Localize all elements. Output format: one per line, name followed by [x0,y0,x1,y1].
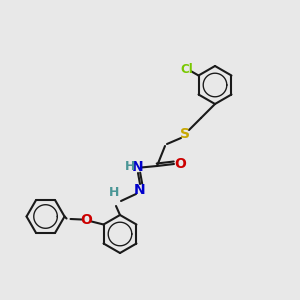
Text: O: O [81,214,92,227]
Text: H: H [125,160,135,173]
Text: H: H [109,187,119,200]
Text: N: N [132,160,144,174]
Text: Cl: Cl [180,63,193,76]
Text: N: N [134,183,146,197]
Text: O: O [174,157,186,171]
Text: S: S [180,127,190,141]
